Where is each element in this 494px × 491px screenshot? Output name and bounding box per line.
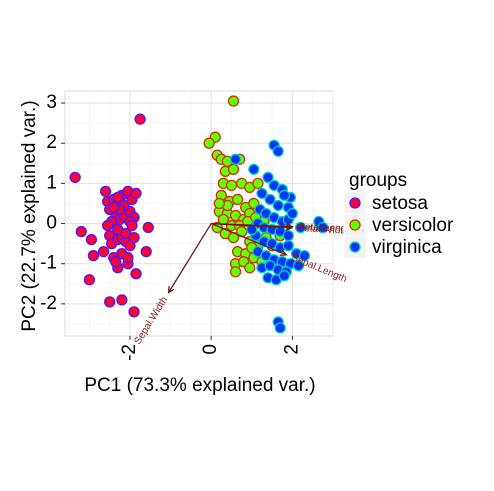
data-point-versicolor [213,197,225,210]
legend-swatch [349,197,361,209]
data-point-versicolor [227,95,240,107]
data-point-setosa [142,221,154,234]
x-axis-label: PC1 (73.3% explained var.) [84,375,315,396]
y-tick-label: 3 [46,92,57,113]
data-point-virginica [278,270,290,282]
data-point-setosa [112,191,124,204]
legend-swatch [349,219,361,231]
data-point-setosa [134,113,146,125]
y-tick-label: -2 [40,293,57,314]
data-point-setosa [140,246,152,258]
data-point-virginica [272,199,284,212]
data-point-virginica [286,207,299,220]
data-point-setosa [128,231,140,244]
x-tick-label: -2 [119,344,140,361]
loading-label: Petal.Width [297,223,349,237]
loading-label: Petal.Length [298,222,355,235]
data-point-setosa [128,306,140,318]
data-point-setosa [87,250,100,262]
y-axis-label: PC2 (22.7% explained var.) [19,100,40,331]
data-point-versicolor [244,262,256,274]
legend-label: versicolor [372,215,454,236]
data-point-setosa [104,296,116,308]
axis-ticks: -2 -1 0 1 2 3 -2 0 2 [40,92,302,361]
data-point-setosa [116,294,128,306]
data-point-setosa [83,274,96,286]
y-tick-label: 0 [46,213,57,234]
y-tick-label: 2 [46,132,57,153]
data-points [69,95,329,334]
data-point-virginica [256,187,268,200]
y-tick-label: -1 [40,253,57,274]
data-point-virginica [229,153,242,165]
data-point-setosa [75,225,87,238]
data-point-setosa [99,185,112,198]
data-point-versicolor [229,266,242,278]
data-point-setosa [101,219,114,232]
loading-arrow [211,222,291,228]
legend-swatch [349,241,361,253]
legend-entry-virginica: virginica [343,235,442,259]
data-point-setosa [85,233,98,246]
data-point-setosa [97,246,110,258]
data-point-setosa [110,256,122,268]
legend-title: groups [349,170,407,191]
data-point-versicolor [252,177,264,190]
legend-label: setosa [372,193,428,214]
data-point-virginica [317,221,329,234]
legend-entry-versicolor: versicolor [343,213,454,237]
data-point-virginica [264,193,276,206]
data-point-virginica [278,189,290,202]
data-point-virginica [262,171,274,184]
data-point-versicolor [231,193,244,206]
data-point-virginica [282,239,294,252]
x-tick-label: 2 [281,344,302,355]
data-point-versicolor [203,137,215,149]
data-point-virginica [272,145,284,157]
data-point-virginica [298,250,311,262]
data-point-virginica [292,260,305,272]
data-point-setosa [108,201,120,214]
data-point-virginica [282,229,294,242]
legend-entry-setosa: setosa [343,191,428,215]
data-point-setosa [130,187,142,200]
x-tick-label: 0 [200,344,221,355]
data-point-versicolor [227,163,240,175]
data-point-setosa [126,219,138,232]
loading-arrow [210,222,286,255]
legend-label: virginica [372,237,442,258]
data-point-virginica [274,322,286,334]
y-tick-label: 1 [46,172,57,193]
data-point-setosa [122,252,134,264]
data-point-setosa [69,171,81,184]
data-point-virginica [294,221,307,234]
data-point-virginica [248,163,260,175]
data-point-versicolor [225,179,238,192]
data-point-setosa [130,268,142,280]
loading-arrow [169,223,212,293]
